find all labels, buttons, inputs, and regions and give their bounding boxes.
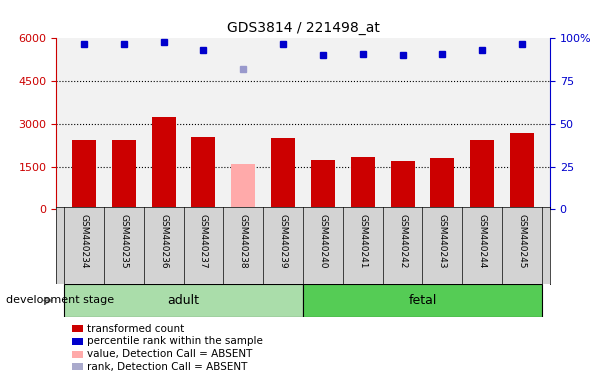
Bar (72, 363, 83, 370)
Text: value, Detection Call = ABSENT: value, Detection Call = ABSENT (87, 349, 253, 359)
Bar (311, 160, 335, 209)
Text: GSM440241: GSM440241 (358, 214, 367, 268)
Text: GSM440239: GSM440239 (279, 214, 288, 268)
Bar (64, 284, 303, 317)
Bar (72, 139, 96, 209)
Bar (72, 351, 83, 358)
Text: GSM440238: GSM440238 (239, 214, 248, 268)
Text: percentile rank within the sample: percentile rank within the sample (87, 336, 264, 346)
Text: transformed count: transformed count (87, 324, 185, 334)
Bar (351, 157, 374, 209)
Bar (431, 158, 454, 209)
Bar (391, 161, 414, 209)
Title: GDS3814 / 221498_at: GDS3814 / 221498_at (227, 21, 379, 35)
Text: GSM440236: GSM440236 (159, 214, 168, 268)
Bar (271, 137, 295, 209)
Bar (192, 137, 215, 209)
Text: GSM440240: GSM440240 (318, 214, 327, 268)
Text: development stage: development stage (6, 295, 114, 306)
Text: fetal: fetal (408, 294, 437, 307)
Bar (470, 140, 494, 209)
Text: GSM440242: GSM440242 (398, 214, 407, 268)
Bar (72, 325, 83, 332)
Bar (510, 133, 534, 209)
Bar (232, 164, 255, 209)
Text: GSM440244: GSM440244 (478, 214, 487, 268)
Bar (72, 338, 83, 345)
Text: GSM440234: GSM440234 (80, 214, 89, 268)
Text: GSM440245: GSM440245 (517, 214, 526, 268)
Bar (112, 140, 136, 209)
Text: GSM440237: GSM440237 (199, 214, 208, 268)
Bar (152, 117, 175, 209)
Bar (303, 284, 542, 317)
Text: GSM440243: GSM440243 (438, 214, 447, 268)
Text: rank, Detection Call = ABSENT: rank, Detection Call = ABSENT (87, 362, 248, 372)
Text: GSM440235: GSM440235 (119, 214, 128, 268)
Text: adult: adult (168, 294, 200, 307)
